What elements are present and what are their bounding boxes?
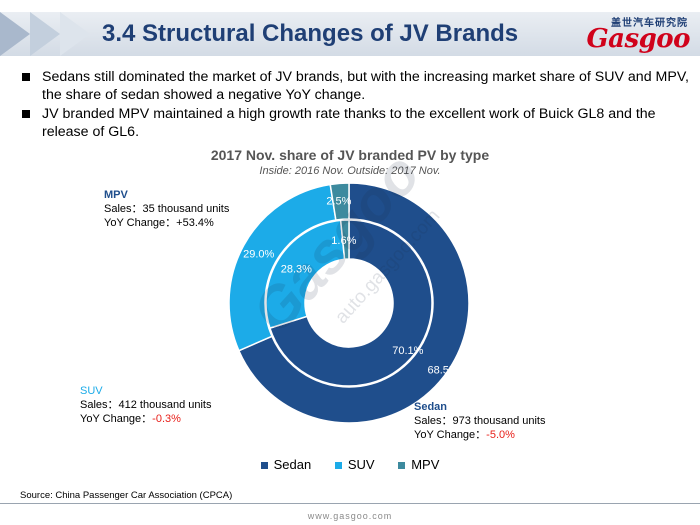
legend-swatch-sedan bbox=[260, 462, 268, 470]
legend-label: MPV bbox=[411, 457, 440, 472]
data-label-sedan-outer: 68.5% bbox=[427, 365, 458, 377]
donut-slice-mpv-inner bbox=[339, 219, 350, 261]
legend-item-suv: SUV bbox=[334, 457, 375, 472]
bullet-text: Sedans still dominated the market of JV … bbox=[42, 69, 689, 103]
mpv-yoy-value: +53.4% bbox=[176, 217, 214, 229]
gasgoo-logo: 盖世汽车研究院 Gasgoo bbox=[558, 14, 690, 54]
header-chevron bbox=[0, 12, 30, 56]
sedan-sales: Sales：973 thousand units bbox=[414, 415, 546, 427]
bullet-list: Sedans still dominated the market of JV … bbox=[20, 68, 690, 142]
source-note: Source: China Passenger Car Association … bbox=[20, 490, 233, 501]
data-label-sedan-inner: 70.1% bbox=[392, 345, 423, 357]
chart-title: 2017 Nov. share of JV branded PV by type bbox=[210, 147, 490, 163]
sedan-annotation: Sedan Sales：973 thousand units YoY Chang… bbox=[414, 400, 545, 442]
suv-annotation-title: SUV bbox=[80, 385, 103, 397]
legend-label: SUV bbox=[347, 457, 375, 472]
sedan-yoy-value: -5.0% bbox=[486, 429, 515, 441]
footer-url: www.gasgoo.com bbox=[307, 511, 393, 521]
mpv-annotation-title: MPV bbox=[104, 189, 128, 201]
header-band bbox=[0, 12, 700, 56]
chart-legend: Sedan SUV MPV bbox=[0, 457, 700, 472]
chart-subtitle: Inside: 2016 Nov. Outside: 2017 Nov. bbox=[259, 165, 441, 177]
legend-item-sedan: Sedan bbox=[260, 457, 312, 472]
sedan-annotation-title: Sedan bbox=[414, 401, 448, 413]
suv-sales: Sales：412 thousand units bbox=[80, 399, 212, 411]
data-label-suv-outer: 29.0% bbox=[243, 248, 274, 260]
data-label-mpv-outer: 2.5% bbox=[326, 195, 351, 207]
suv-yoy: YoY Change：-0.3% bbox=[80, 413, 181, 425]
header-chevron bbox=[30, 12, 60, 56]
suv-yoy-value: -0.3% bbox=[152, 413, 181, 425]
legend-swatch-mpv bbox=[398, 462, 406, 470]
header: 3.4 Structural Changes of JV Brands 盖世汽车… bbox=[0, 0, 700, 64]
suv-annotation: SUV Sales：412 thousand units YoY Change：… bbox=[80, 384, 211, 426]
donut-slice-sedan-inner bbox=[268, 219, 433, 387]
footer-divider bbox=[0, 503, 700, 504]
donut-slice-suv-inner bbox=[265, 219, 346, 330]
data-label-mpv-inner: 1.6% bbox=[331, 235, 356, 247]
logo-main-text: Gasgoo bbox=[586, 24, 690, 54]
bullet-item: JV branded MPV maintained a high growth … bbox=[20, 105, 690, 141]
mpv-annotation: MPV Sales：35 thousand units YoY Change：+… bbox=[104, 188, 229, 230]
logo-cn-text: 盖世汽车研究院 bbox=[611, 18, 688, 29]
page-title: 3.4 Structural Changes of JV Brands bbox=[102, 20, 519, 47]
header-chevron bbox=[60, 12, 90, 56]
mpv-yoy: YoY Change：+53.4% bbox=[104, 217, 214, 229]
legend-item-mpv: MPV bbox=[398, 457, 439, 472]
bullet-square-icon bbox=[22, 110, 30, 118]
bullet-text: JV branded MPV maintained a high growth … bbox=[42, 106, 656, 140]
donut-slice-mpv-outer bbox=[329, 182, 350, 221]
bullet-square-icon bbox=[22, 73, 30, 81]
legend-swatch-suv bbox=[334, 462, 342, 470]
legend-label: Sedan bbox=[273, 457, 312, 472]
mpv-sales: Sales：35 thousand units bbox=[104, 203, 230, 215]
data-label-suv-inner: 28.3% bbox=[281, 263, 312, 275]
bullet-item: Sedans still dominated the market of JV … bbox=[20, 68, 690, 104]
donut-slice-sedan-outer bbox=[237, 182, 470, 424]
sedan-yoy: YoY Change：-5.0% bbox=[414, 429, 515, 441]
